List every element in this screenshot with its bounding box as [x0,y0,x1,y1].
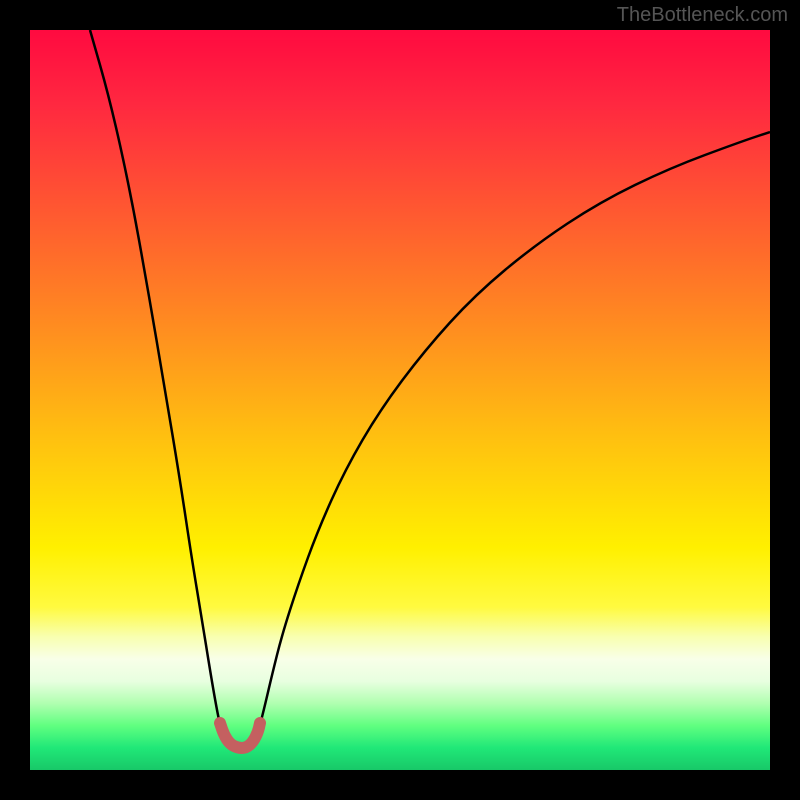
right-curve [260,132,770,725]
dip-marker [220,723,260,748]
curve-overlay [30,30,770,770]
watermark-text: TheBottleneck.com [617,4,788,27]
plot-area [30,30,770,770]
left-curve [90,30,220,725]
